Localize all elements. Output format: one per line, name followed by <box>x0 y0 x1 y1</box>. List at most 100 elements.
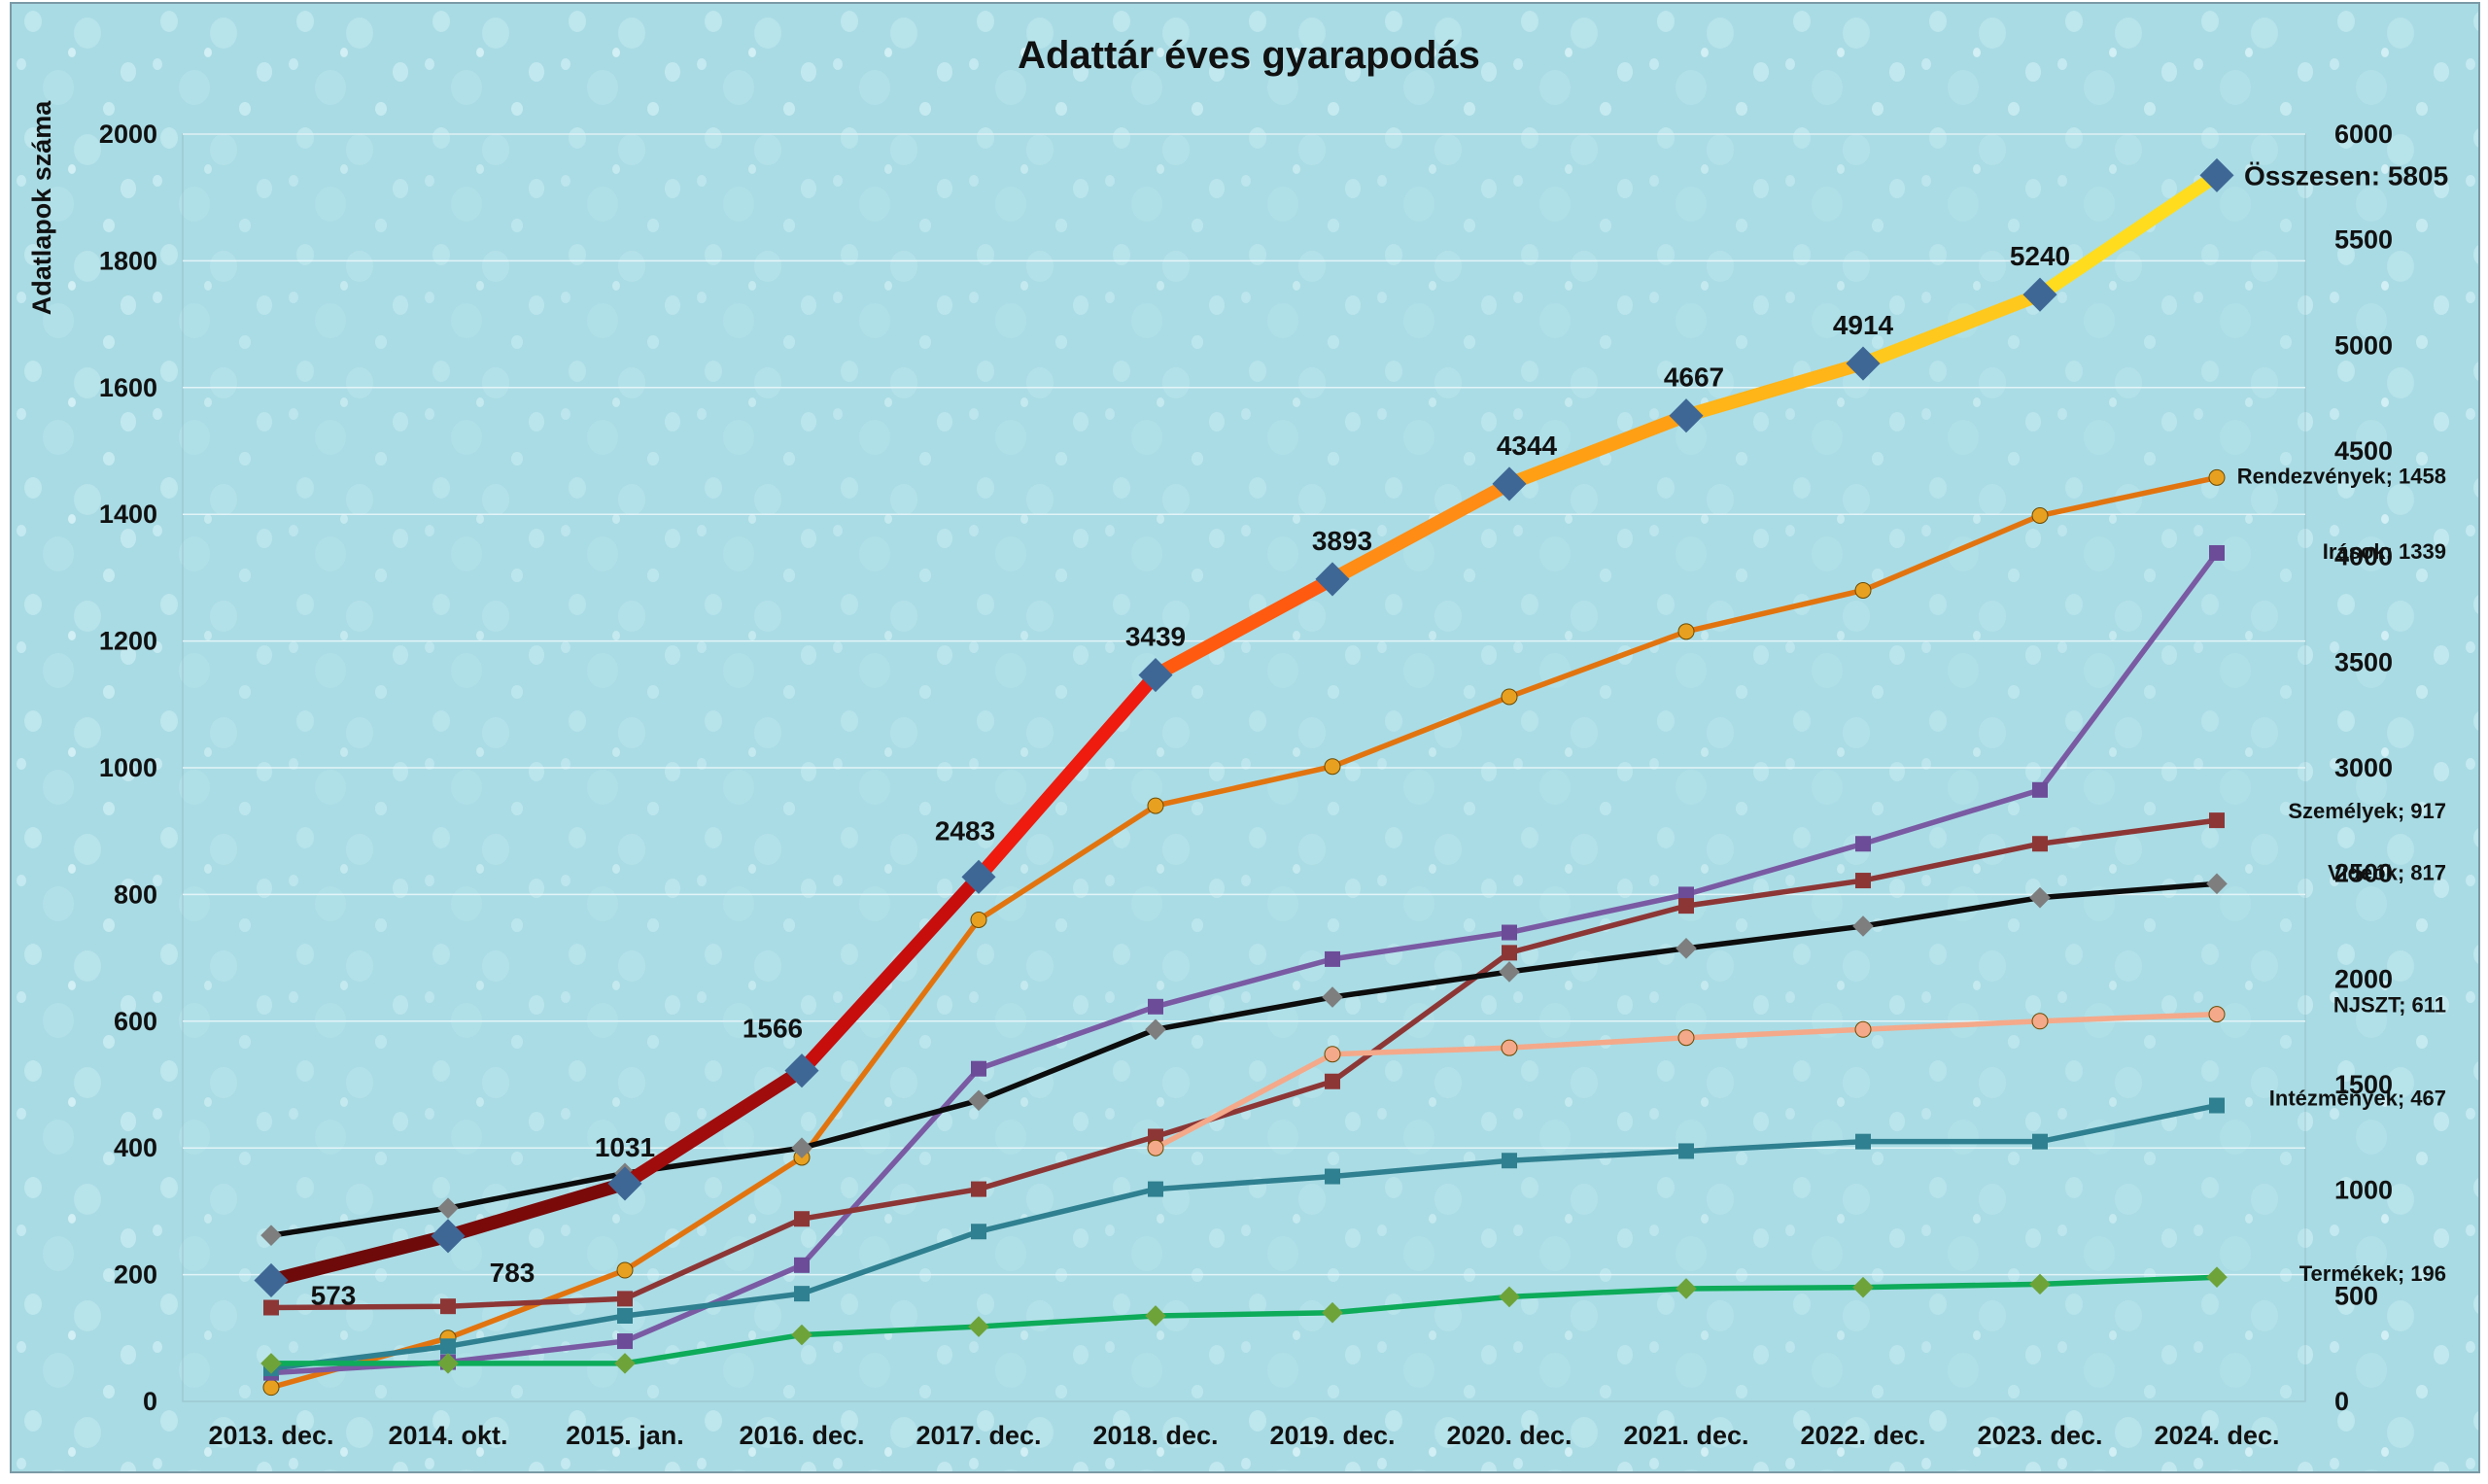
series-marker <box>616 1261 634 1279</box>
total-line-segment <box>1856 288 2047 371</box>
series-marker <box>2208 468 2226 486</box>
series-marker <box>440 1298 456 1315</box>
series-end-label: NJSZT; 611 <box>2333 993 2446 1018</box>
series-marker <box>2209 812 2225 829</box>
y2-tick-label: 2000 <box>2334 964 2393 993</box>
series-marker <box>1855 873 1871 889</box>
total-line-segment <box>972 668 1162 884</box>
x-tick-label: 2022. dec. <box>1800 1421 1925 1450</box>
series-marker <box>2209 1097 2225 1114</box>
series-termékek <box>260 1266 2228 1374</box>
total-data-label: 4344 <box>1497 431 1558 461</box>
total-line-segment <box>1326 476 1516 586</box>
series-marker <box>1147 797 1164 814</box>
series-marker <box>437 1353 459 1374</box>
total-line-segment <box>441 1176 632 1243</box>
series-marker <box>614 1353 636 1374</box>
total-line-segment <box>2033 168 2224 302</box>
y2-tick-label: 5000 <box>2334 330 2393 360</box>
total-marker <box>1492 466 1527 501</box>
series-marker <box>971 1224 986 1240</box>
total-data-label: 783 <box>490 1258 536 1288</box>
x-tick-label: 2018. dec. <box>1092 1421 1218 1450</box>
series-line <box>268 550 2220 1376</box>
series-end-label: Intézmények; 467 <box>2269 1087 2446 1111</box>
x-tick-label: 2013. dec. <box>208 1421 333 1450</box>
series-marker <box>1855 836 1871 852</box>
series-marker <box>440 1338 456 1355</box>
total-data-label: 3439 <box>1125 622 1186 652</box>
series-line <box>268 1274 2220 1366</box>
series-marker <box>2032 1133 2048 1150</box>
series-marker <box>1325 950 1340 967</box>
series-marker <box>794 1286 810 1302</box>
series-marker <box>1324 1046 1341 1063</box>
total-series-layer <box>254 157 2234 1298</box>
series-marker <box>1676 938 1697 959</box>
series-marker <box>1678 1143 1694 1159</box>
y-tick-label: 2000 <box>99 120 157 149</box>
total-line-segment <box>795 870 985 1078</box>
x-tick-label: 2021. dec. <box>1623 1421 1748 1450</box>
series-marker <box>1678 898 1694 915</box>
total-data-label: Összesen: 5805 <box>2244 160 2448 190</box>
series-marker <box>1147 1139 1164 1156</box>
series-marker <box>1852 915 1874 937</box>
series-személyek <box>263 812 2225 1316</box>
series-marker <box>1499 961 1520 983</box>
x-tick-label: 2024. dec. <box>2154 1421 2279 1450</box>
series-marker <box>437 1197 459 1219</box>
label-layer: Rendezvények; 1458 Irások; 1339 Személyek;… <box>311 160 2449 1310</box>
series-marker <box>1676 1278 1697 1299</box>
series-end-label: Rendezvények; 1458 <box>2237 464 2446 488</box>
series-marker <box>2031 1013 2049 1030</box>
y-tick-label: 1200 <box>99 627 157 656</box>
series-marker <box>2032 836 2048 852</box>
series-marker <box>2209 544 2225 561</box>
series-marker <box>968 1316 989 1337</box>
y-tick-label: 400 <box>114 1133 157 1162</box>
series-line <box>268 817 2220 1311</box>
y2-tick-label: 2500 <box>2334 859 2393 888</box>
y2-tick-label: 0 <box>2334 1387 2349 1416</box>
series-marker <box>2031 507 2049 525</box>
total-marker <box>2022 277 2057 312</box>
series-marker <box>971 1181 986 1197</box>
series-marker <box>1499 1286 1520 1308</box>
series-marker <box>1145 1305 1166 1327</box>
secondary-y-axis-ticks: 0 500 1000 1500 2000 2500 3000 3500 4000 4500 5000… <box>2334 120 2393 1416</box>
y2-tick-label: 4500 <box>2334 436 2393 466</box>
total-marker <box>431 1219 466 1254</box>
series-marker <box>1325 1073 1340 1089</box>
total-marker <box>784 1053 819 1088</box>
total-marker <box>607 1166 642 1201</box>
series-videók <box>260 873 2228 1246</box>
series-rendezvények <box>262 468 2226 1397</box>
y-tick-label: 800 <box>114 880 157 909</box>
series-end-label: Irások; 1339 <box>2323 539 2446 564</box>
y2-tick-label: 4000 <box>2334 542 2393 571</box>
y-tick-label: 1600 <box>99 373 157 402</box>
total-data-label: 4914 <box>1833 310 1894 340</box>
total-marker <box>1846 346 1881 381</box>
series-marker <box>260 1225 282 1246</box>
series-marker <box>617 1307 633 1324</box>
y2-tick-label: 1000 <box>2334 1176 2393 1205</box>
gridlines <box>183 133 2305 1276</box>
y2-tick-label: 3500 <box>2334 647 2393 676</box>
series-marker <box>1501 1039 1518 1056</box>
y-axis-label: Adatlapok száma <box>27 100 56 316</box>
y-tick-label: 1800 <box>99 246 157 275</box>
series-marker <box>1854 1020 1872 1038</box>
series-marker <box>262 1379 280 1397</box>
series-marker <box>1502 924 1517 941</box>
total-marker <box>1138 658 1173 693</box>
total-marker <box>254 1262 289 1298</box>
series-marker <box>1322 986 1343 1008</box>
total-data-label: 3893 <box>1312 526 1372 556</box>
total-line-segment <box>264 1228 455 1288</box>
series-marker <box>1148 1181 1163 1197</box>
series-marker <box>1325 1168 1340 1185</box>
chart-frame: Adattár éves gyarapodás Adatlapok száma … <box>10 2 2480 1473</box>
total-line-segment <box>1679 357 1870 423</box>
